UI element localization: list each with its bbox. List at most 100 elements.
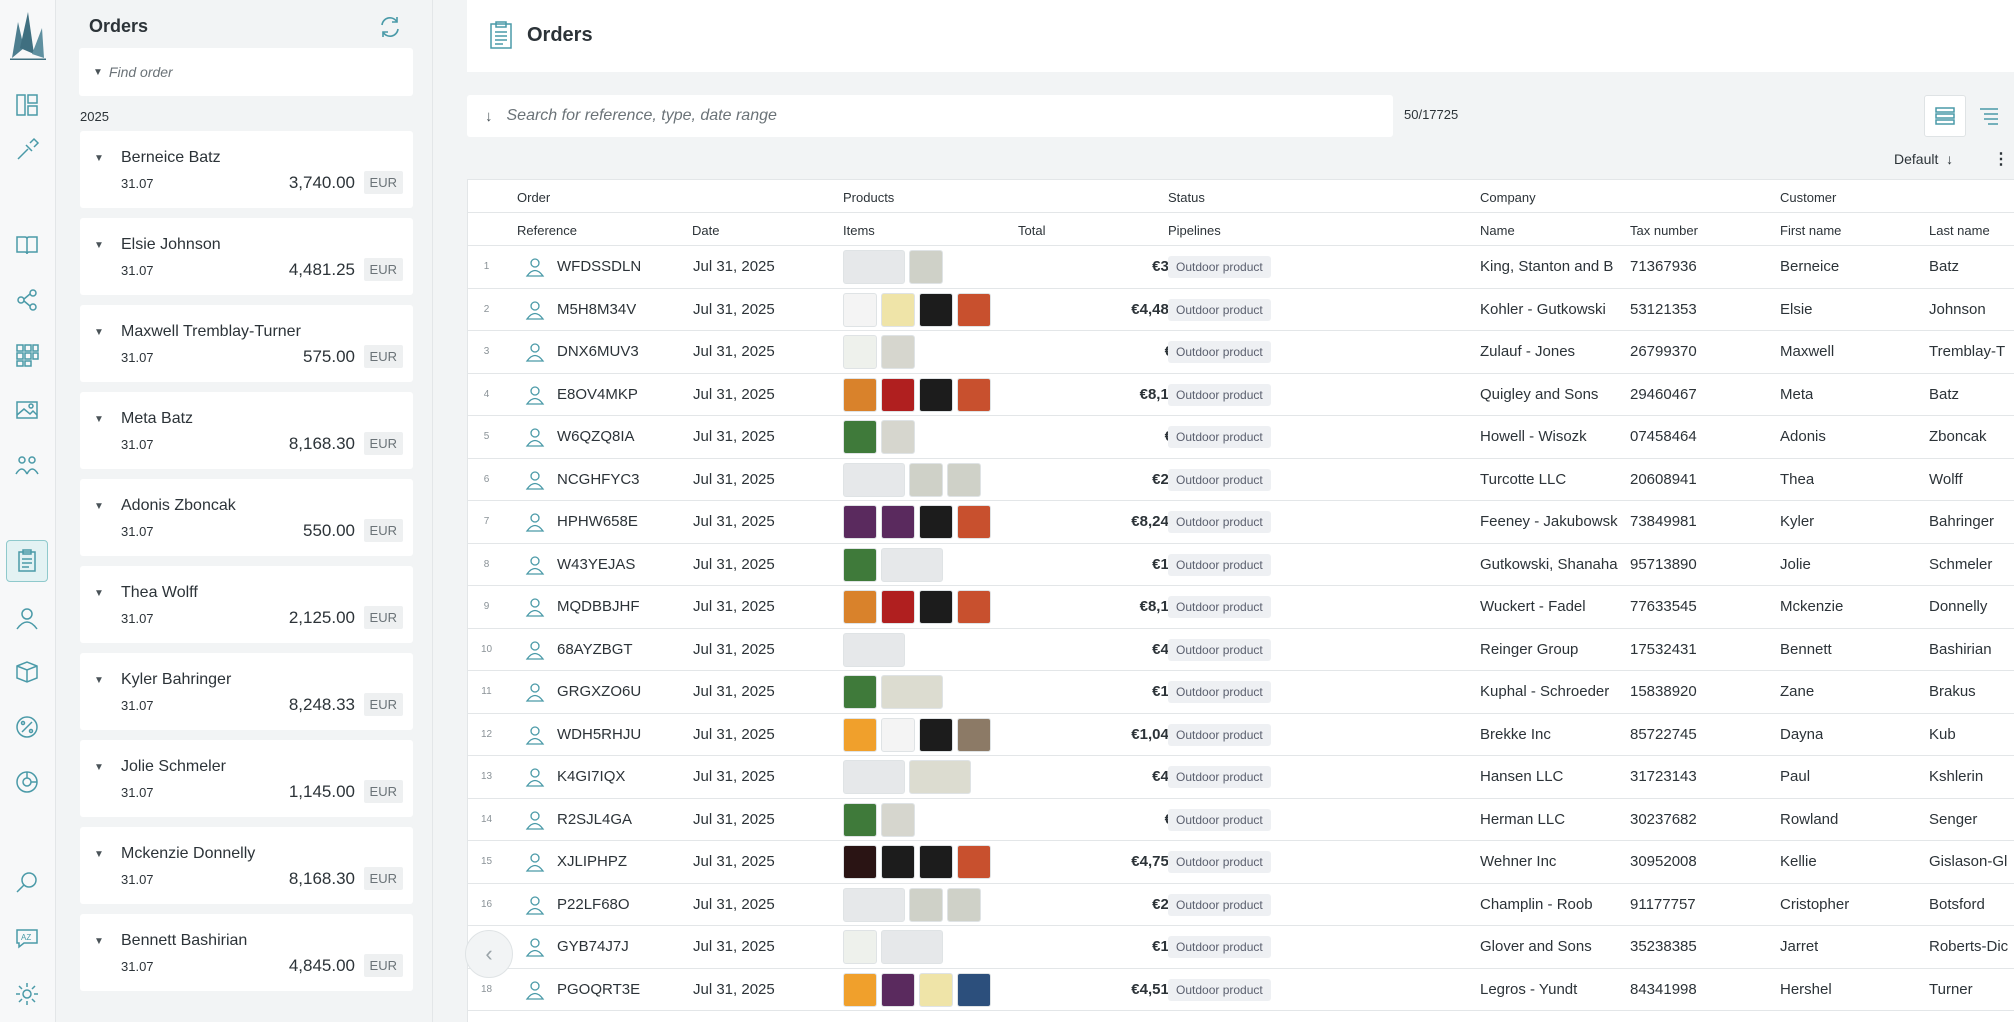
sort-select[interactable]: Default ↓ (1894, 151, 1953, 167)
caret-down-icon[interactable]: ▼ (94, 501, 104, 512)
order-reference[interactable]: 68AYZBGT (557, 640, 633, 658)
table-row[interactable]: 18 PGOQRT3E Jul 31, 2025 €4,513.78 Outdoor p… (468, 969, 2014, 1011)
product-thumbnails (843, 632, 905, 667)
order-reference[interactable]: K4GI7IQX (557, 768, 626, 785)
refresh-icon[interactable] (377, 14, 403, 40)
order-date: Jul 31, 2025 (693, 513, 775, 530)
caret-down-icon[interactable]: ▼ (94, 675, 104, 686)
orders-icon[interactable] (6, 540, 48, 582)
find-order-input[interactable]: ▼ Find order (79, 48, 413, 96)
caret-down-icon[interactable]: ▼ (94, 153, 104, 164)
customer-name: Adonis Zboncak (121, 497, 236, 514)
order-card[interactable]: ▼ Jolie Schmeler 31.07 1,145.00 EUR (80, 740, 413, 817)
caret-down-icon[interactable]: ▼ (94, 588, 104, 599)
percent-icon[interactable] (12, 712, 42, 742)
order-card[interactable]: ▼ Bennett Bashirian 31.07 4,845.00 EUR (80, 914, 413, 991)
order-reference[interactable]: E8OV4MKP (557, 385, 638, 403)
order-reference[interactable]: WDH5RHJU (557, 725, 642, 743)
box-icon[interactable] (12, 657, 42, 687)
caret-down-icon[interactable]: ▼ (94, 240, 104, 251)
row-number: 10 (480, 643, 493, 655)
pipette-icon[interactable] (12, 135, 42, 165)
order-reference[interactable]: W43YEJAS (557, 555, 636, 573)
col-pipelines[interactable]: Pipelines (1168, 223, 1221, 238)
caret-down-icon[interactable]: ▼ (94, 414, 104, 425)
table-row[interactable]: 7 HPHW658E Jul 31, 2025 €8,248.33 Outdoor pr… (468, 501, 2014, 544)
tree-view-button[interactable] (1968, 95, 2010, 137)
book-icon[interactable] (12, 230, 42, 260)
col-reference[interactable]: Reference (517, 223, 577, 238)
users-group-icon[interactable] (12, 450, 42, 480)
order-reference[interactable]: NCGHFYC3 (557, 470, 640, 488)
collapse-panel-button[interactable]: ‹ (465, 930, 513, 978)
share-network-icon[interactable] (12, 285, 42, 315)
settings-icon[interactable] (12, 979, 42, 1009)
first-name: Hershel (1780, 980, 1832, 998)
currency-badge: EUR (363, 954, 403, 977)
image-icon[interactable] (12, 395, 42, 425)
search-input[interactable]: ↓ Search for reference, type, date range (467, 95, 1393, 137)
order-reference[interactable]: R2SJL4GA (557, 810, 633, 828)
chart-donut-icon[interactable] (12, 767, 42, 797)
order-reference[interactable]: GRGXZO6U (557, 683, 642, 700)
table-row[interactable]: 12 WDH5RHJU Jul 31, 2025 €1,042.71 Outdoor p… (468, 714, 2014, 756)
order-reference[interactable]: GYB74J7J (557, 938, 629, 955)
order-card[interactable]: ▼ Thea Wolff 31.07 2,125.00 EUR (80, 566, 413, 643)
order-card[interactable]: ▼ Berneice Batz 31.07 3,740.00 EUR (80, 131, 413, 208)
customer-icon[interactable] (12, 603, 42, 633)
search-icon[interactable] (12, 868, 42, 898)
caret-down-icon[interactable]: ▼ (94, 327, 104, 338)
col-first-name[interactable]: First name (1780, 223, 1842, 238)
dashboard-icon[interactable] (12, 90, 42, 120)
table-row[interactable]: 2 M5H8M34V Jul 31, 2025 €4,481.25 Outdoor pr… (468, 289, 2014, 331)
more-options-icon[interactable]: ⋮ (1993, 151, 2009, 168)
order-card[interactable]: ▼ Mckenzie Donnelly 31.07 8,168.30 EUR (80, 827, 413, 904)
table-row[interactable]: 17GYB74J7JJul 31, 2025€1,695Outdoor prod… (468, 926, 2014, 969)
logo-icon[interactable] (8, 8, 48, 60)
translate-icon[interactable]: AZ (12, 923, 42, 953)
list-view-button[interactable] (1924, 95, 1966, 137)
caret-down-icon[interactable]: ▼ (94, 849, 104, 860)
order-card[interactable]: ▼ Meta Batz 31.07 8,168.30 EUR (80, 392, 413, 469)
tax-number: 91177757 (1630, 895, 1696, 913)
order-reference[interactable]: XJLIPHPZ (557, 853, 628, 870)
order-reference[interactable]: PGOQRT3E (557, 980, 641, 998)
tax-number: 30952008 (1630, 853, 1697, 870)
column-group-header: Order Products Status Company Customer (468, 180, 2014, 213)
tax-number: 31723143 (1630, 768, 1697, 785)
col-date[interactable]: Date (692, 223, 720, 238)
order-card[interactable]: ▼ Elsie Johnson 31.07 4,481.25 EUR (80, 218, 413, 295)
order-reference[interactable]: DNX6MUV3 (557, 343, 639, 360)
order-card[interactable]: ▼ Maxwell Tremblay-Turner 31.07 575.00 EUR (80, 305, 413, 382)
caret-down-icon[interactable]: ▼ (94, 936, 104, 947)
order-reference[interactable]: P22LF68O (557, 895, 630, 913)
col-items[interactable]: Items (843, 223, 875, 238)
col-tax-number[interactable]: Tax number (1630, 223, 1698, 238)
order-card[interactable]: ▼ Kyler Bahringer 31.07 8,248.33 EUR (80, 653, 413, 730)
col-last-name[interactable]: Last name (1929, 223, 1990, 238)
order-reference[interactable]: M5H8M34V (557, 300, 637, 318)
order-reference[interactable]: MQDBBJHF (557, 598, 640, 615)
table-row[interactable]: 15 XJLIPHPZ Jul 31, 2025 €4,755.18 Outdoor p… (468, 841, 2014, 884)
order-reference[interactable]: W6QZQ8IA (557, 428, 635, 445)
order-card[interactable]: ▼ Adonis Zboncak 31.07 550.00 EUR (80, 479, 413, 556)
grid-icon[interactable] (12, 340, 42, 370)
caret-down-icon[interactable]: ▼ (94, 762, 104, 773)
col-company-name[interactable]: Name (1480, 223, 1515, 238)
order-reference[interactable]: WFDSSDLN (557, 258, 642, 275)
col-total[interactable]: Total (1018, 223, 1046, 238)
order-reference[interactable]: HPHW658E (557, 513, 638, 530)
order-amount: 3,740.00 (288, 173, 355, 192)
